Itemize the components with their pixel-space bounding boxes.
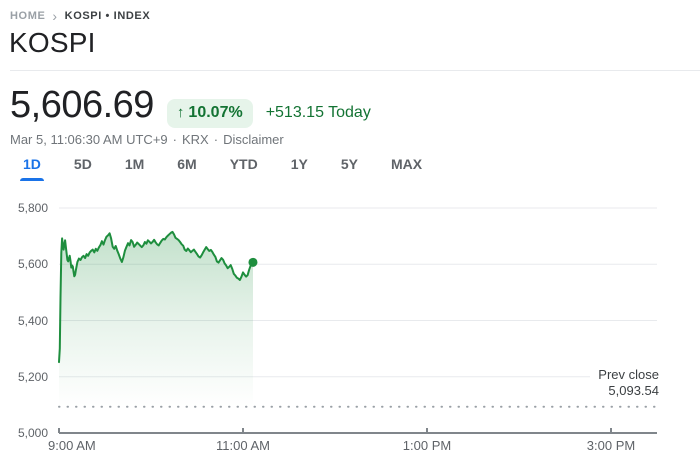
change-percent-value: 10.07% — [188, 103, 243, 121]
header-divider — [10, 70, 700, 71]
x-axis-label: 11:00 AM — [216, 438, 270, 453]
x-axis-label: 3:00 PM — [586, 438, 636, 453]
prev-close-value: 5,093.54 — [608, 382, 659, 398]
chevron-right-icon: › — [52, 7, 58, 24]
price-line — [58, 230, 254, 364]
tab-1d[interactable]: 1D — [20, 156, 44, 181]
change-absolute: +513.15 Today — [265, 104, 371, 121]
y-axis-label: 5,600 — [17, 257, 48, 272]
y-axis-label: 5,400 — [17, 313, 48, 328]
quote-meta: Mar 5, 11:06:30 AM UTC+9 · KRX · Disclai… — [10, 132, 284, 147]
chart-canvas[interactable] — [0, 195, 700, 465]
meta-separator: · — [172, 132, 177, 147]
tab-5d[interactable]: 5D — [73, 156, 92, 172]
tab-5y[interactable]: 5Y — [340, 156, 358, 172]
tab-1y[interactable]: 1Y — [290, 156, 308, 172]
time-range-tabs: 1D 5D 1M 6M YTD 1Y 5Y MAX — [20, 156, 423, 181]
tab-max[interactable]: MAX — [390, 156, 423, 172]
change-percent-badge: ↑ 10.07% — [166, 98, 253, 128]
arrow-up-icon: ↑ — [176, 104, 185, 121]
x-axis-label: 1:00 PM — [402, 438, 452, 453]
y-axis-label: 5,800 — [17, 201, 48, 215]
meta-separator: · — [213, 132, 219, 147]
last-price-dot — [248, 257, 258, 267]
tab-ytd[interactable]: YTD — [229, 156, 258, 172]
tab-1m[interactable]: 1M — [124, 156, 145, 172]
price-area-fill — [59, 231, 253, 407]
tab-6m[interactable]: 6M — [177, 156, 197, 172]
y-axis-label: 5,200 — [17, 369, 48, 384]
current-price: 5,606.69 — [10, 84, 154, 126]
x-axis-label: 9:00 AM — [48, 438, 96, 453]
breadcrumb: HOME › KOSPI • INDEX — [10, 7, 151, 24]
breadcrumb-home-link[interactable]: HOME — [10, 10, 46, 22]
breadcrumb-current: KOSPI • INDEX — [64, 10, 151, 22]
price-chart[interactable]: 5,800 5,600 5,400 5,200 5,000 9:00 AM 11:00 AM… — [0, 195, 700, 465]
page-title: KOSPI — [9, 27, 96, 58]
prev-close-label: Prev close 5,093.54 — [590, 366, 659, 399]
disclaimer-link[interactable]: Disclaimer — [223, 132, 284, 147]
quote-timestamp: Mar 5, 11:06:30 AM UTC+9 — [10, 132, 168, 147]
price-row: 5,606.69 ↑ 10.07% +513.15 Today — [10, 84, 371, 128]
y-axis-label: 5,000 — [17, 426, 48, 440]
exchange-label: KRX — [181, 132, 209, 147]
prev-close-text: Prev close — [598, 366, 659, 382]
